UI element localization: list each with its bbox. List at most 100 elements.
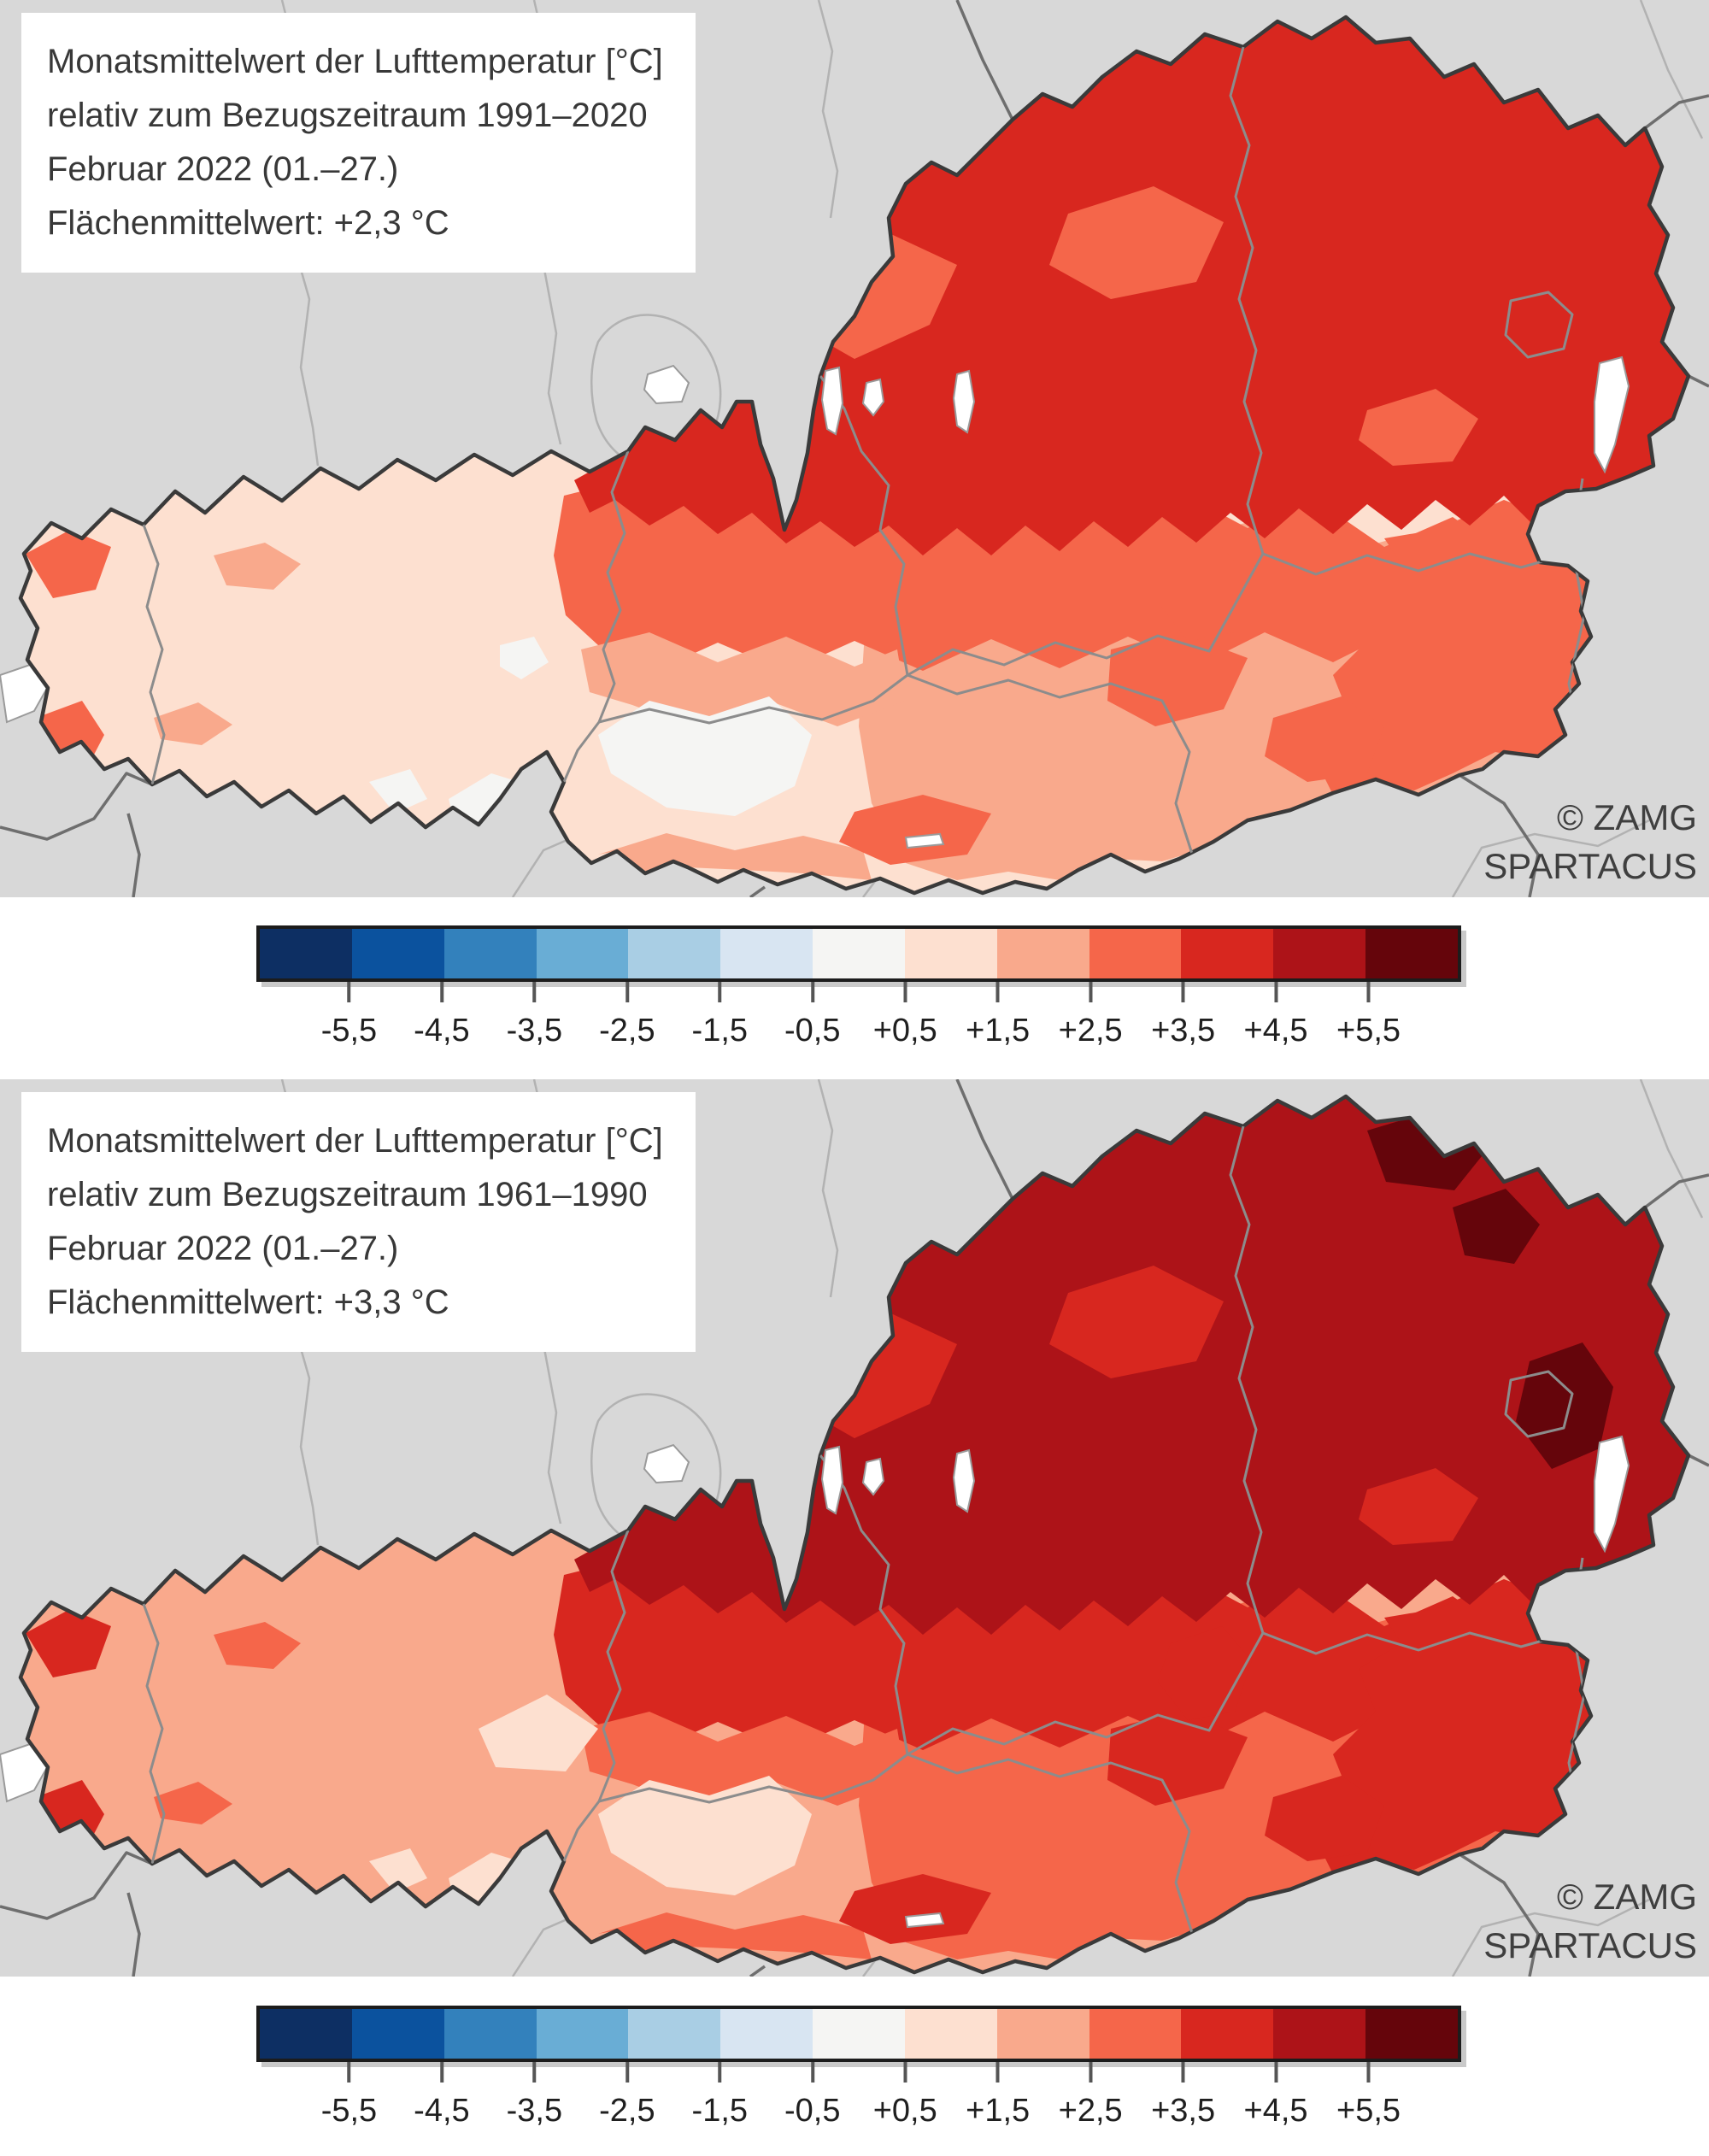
tick-label: +2,5 — [1058, 1013, 1123, 1049]
map-title-box: Monatsmittelwert der Lufttemperatur [°C]… — [21, 1092, 696, 1352]
tick-label: +2,5 — [1058, 2093, 1123, 2129]
tick-mark — [439, 982, 443, 1002]
colorbar-cell — [996, 929, 1089, 978]
credit-spartacus: SPARTACUS — [1483, 1925, 1697, 1965]
colorbar — [256, 925, 1461, 982]
tick-mark — [1181, 2062, 1185, 2083]
title-line-1: Monatsmittelwert der Lufttemperatur [°C] — [47, 43, 663, 80]
tick-label: -3,5 — [506, 1013, 563, 1049]
tick-mark — [532, 2062, 537, 2083]
colorbar-tick-labels: -5,5 -4,5 -3,5 -2,5 -1,5 -0,5 +0,5 +1,5 +2,5 +3,5… — [256, 2062, 1461, 2156]
credit-zamg: © ZAMG — [1557, 797, 1697, 837]
tick-mark — [1274, 982, 1278, 1002]
tick-mark — [532, 982, 537, 1002]
colorbar-tick: -0,5 — [784, 2062, 841, 2130]
tick-label: -1,5 — [691, 2093, 749, 2129]
colorbar-tick: +5,5 — [1336, 982, 1401, 1049]
colorbar-tick: +3,5 — [1151, 982, 1215, 1049]
colorbar-tick-labels: -5,5 -4,5 -3,5 -2,5 -1,5 -0,5 +0,5 +1,5 +2,5 +3,5… — [256, 982, 1461, 1076]
colorbar-tick: -5,5 — [321, 982, 377, 1049]
tick-mark — [347, 2062, 351, 2083]
colorbar-cell — [904, 929, 997, 978]
colorbar-cell — [1089, 929, 1182, 978]
color-scale-legend-2: -5,5 -4,5 -3,5 -2,5 -1,5 -0,5 +0,5 +1,5 +2,5 +3,5… — [256, 2006, 1461, 2156]
colorbar-tick: +4,5 — [1244, 982, 1308, 1049]
colorbar-tick: +4,5 — [1244, 2062, 1308, 2130]
credit: © ZAMG SPARTACUS — [1483, 793, 1697, 890]
tick-label: +5,5 — [1336, 2093, 1401, 2129]
map-title-box: Monatsmittelwert der Lufttemperatur [°C]… — [21, 13, 696, 273]
colorbar-cell — [1273, 929, 1366, 978]
colorbar-tick: -2,5 — [599, 2062, 655, 2130]
tick-label: +0,5 — [872, 1013, 937, 1049]
colorbar-tick: -1,5 — [692, 2062, 748, 2130]
colorbar-cell — [351, 2009, 444, 2059]
colorbar-cell — [628, 929, 721, 978]
colorbar-cell — [1089, 2009, 1182, 2059]
colorbar-tick: -5,5 — [321, 2062, 377, 2130]
tick-label: -4,5 — [414, 1013, 470, 1049]
credit-zamg: © ZAMG — [1557, 1877, 1697, 1917]
colorbar — [256, 2006, 1461, 2062]
colorbar-tick: +3,5 — [1151, 2062, 1215, 2130]
colorbar-tick: -3,5 — [507, 2062, 562, 2130]
tick-mark — [1089, 982, 1093, 1002]
title-line-4: Flächenmittelwert: +2,3 °C — [47, 204, 449, 242]
credit: © ZAMG SPARTACUS — [1483, 1872, 1697, 1970]
colorbar-cell — [720, 929, 813, 978]
colorbar-tick: -4,5 — [414, 2062, 470, 2130]
colorbar-tick: +0,5 — [873, 2062, 937, 2130]
tick-mark — [1089, 2062, 1093, 2083]
colorbar-cell — [996, 2009, 1089, 2059]
tick-label: +4,5 — [1243, 2093, 1308, 2129]
title-line-4: Flächenmittelwert: +3,3 °C — [47, 1284, 449, 1321]
tick-mark — [1181, 982, 1185, 1002]
tick-label: -4,5 — [414, 2093, 470, 2129]
colorbar-cell — [443, 929, 537, 978]
colorbar-cell — [536, 929, 629, 978]
colorbar-cell — [1181, 929, 1274, 978]
colorbar-cell — [628, 2009, 721, 2059]
colorbar-cell — [260, 929, 352, 978]
tick-label: +0,5 — [872, 2093, 937, 2129]
tick-label: +3,5 — [1151, 1013, 1216, 1049]
tick-mark — [347, 982, 351, 1002]
colorbar-tick: -2,5 — [599, 982, 655, 1049]
tick-label: +5,5 — [1336, 1013, 1401, 1049]
title-line-1: Monatsmittelwert der Lufttemperatur [°C] — [47, 1122, 663, 1160]
colorbar-cell — [813, 2009, 905, 2059]
tick-mark — [903, 982, 907, 1002]
tick-mark — [903, 2062, 907, 2083]
map-panel-1991-2020: Monatsmittelwert der Lufttemperatur [°C]… — [0, 0, 1709, 897]
colorbar-cell — [1273, 2009, 1366, 2059]
colorbar-cell — [1181, 2009, 1274, 2059]
credit-spartacus: SPARTACUS — [1483, 846, 1697, 886]
tick-mark — [810, 982, 814, 1002]
title-line-2: relativ zum Bezugszeitraum 1961–1990 — [47, 1176, 648, 1213]
colorbar-tick: +0,5 — [873, 982, 937, 1049]
colorbar-cell — [351, 929, 444, 978]
tick-label: -5,5 — [320, 2093, 378, 2129]
tick-label: -5,5 — [320, 1013, 378, 1049]
colorbar-tick: -3,5 — [507, 982, 562, 1049]
tick-label: -2,5 — [599, 2093, 655, 2129]
map-panel-1961-1990: Monatsmittelwert der Lufttemperatur [°C]… — [0, 1079, 1709, 1977]
tick-mark — [995, 982, 1000, 1002]
colorbar-tick: +1,5 — [966, 982, 1030, 1049]
tick-label: -0,5 — [784, 2093, 841, 2129]
tick-mark — [995, 2062, 1000, 2083]
title-line-3: Februar 2022 (01.–27.) — [47, 150, 399, 188]
colorbar-tick: +1,5 — [966, 2062, 1030, 2130]
color-scale-legend-1: -5,5 -4,5 -3,5 -2,5 -1,5 -0,5 +0,5 +1,5 +2,5 +3,5… — [256, 925, 1461, 1076]
colorbar-cell — [260, 2009, 352, 2059]
colorbar-tick: -1,5 — [692, 982, 748, 1049]
title-line-3: Februar 2022 (01.–27.) — [47, 1230, 399, 1267]
colorbar-cell — [904, 2009, 997, 2059]
colorbar-cell — [720, 2009, 813, 2059]
tick-label: -0,5 — [784, 1013, 841, 1049]
tick-label: -2,5 — [599, 1013, 655, 1049]
tick-label: +1,5 — [966, 1013, 1031, 1049]
colorbar-tick: -4,5 — [414, 982, 470, 1049]
tick-label: +3,5 — [1151, 2093, 1216, 2129]
tick-label: -3,5 — [506, 2093, 563, 2129]
